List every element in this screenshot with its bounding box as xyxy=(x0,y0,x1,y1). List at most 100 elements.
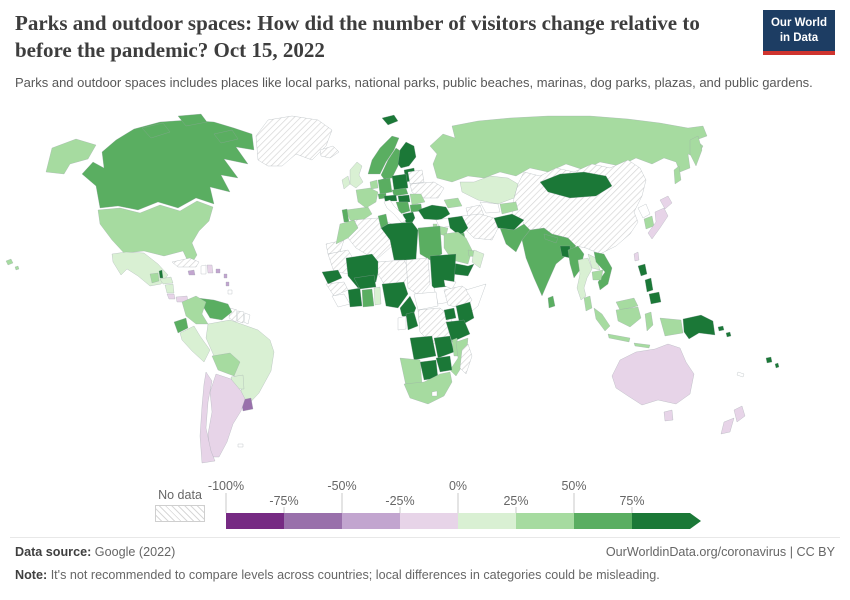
region-mongolia[interactable] xyxy=(539,171,613,199)
region-namibia[interactable] xyxy=(399,357,423,387)
region-congo[interactable] xyxy=(405,311,419,331)
region-caucasus[interactable] xyxy=(443,197,463,209)
region-alaska[interactable] xyxy=(45,138,97,175)
region-new-caledonia[interactable] xyxy=(736,371,745,378)
region-kyrgyzstan[interactable] xyxy=(499,201,519,215)
region-netherlands[interactable] xyxy=(369,179,379,190)
region-belarus[interactable] xyxy=(407,169,425,185)
region-cuba[interactable] xyxy=(171,257,200,268)
region-morocco[interactable] xyxy=(335,219,359,245)
legend-bin-50to75[interactable] xyxy=(574,513,632,529)
region-guatemala[interactable] xyxy=(149,272,160,284)
region-austria[interactable] xyxy=(383,194,398,202)
region-uganda[interactable] xyxy=(443,307,457,321)
region-new-zealand[interactable] xyxy=(720,405,746,435)
legend-no-data-swatch[interactable] xyxy=(155,505,205,522)
region-philippines[interactable] xyxy=(637,263,662,305)
region-oman[interactable] xyxy=(471,249,485,269)
region-greenland[interactable] xyxy=(255,115,333,167)
region-canada[interactable] xyxy=(81,119,255,211)
region-cote-divoire[interactable] xyxy=(347,287,363,308)
region-czechia[interactable] xyxy=(391,187,409,197)
region-argentina[interactable] xyxy=(207,373,246,458)
legend-bin--25to0[interactable] xyxy=(400,513,458,529)
region-ecuador[interactable] xyxy=(173,317,189,334)
region-senegal[interactable] xyxy=(321,269,343,285)
region-mexico[interactable] xyxy=(111,251,169,287)
region-sakhalin[interactable] xyxy=(673,165,682,185)
legend-bin--100to-75[interactable] xyxy=(226,513,284,529)
region-honduras[interactable] xyxy=(159,276,174,285)
region-guinea[interactable] xyxy=(325,281,349,297)
region-south-africa[interactable] xyxy=(403,371,453,405)
legend-bin-0to25[interactable] xyxy=(458,513,516,529)
region-japan[interactable] xyxy=(647,195,673,240)
region-taiwan[interactable] xyxy=(633,251,640,262)
region-serbia[interactable] xyxy=(395,201,411,215)
region-papua-new-guinea[interactable] xyxy=(682,314,716,340)
region-angola[interactable] xyxy=(409,335,437,361)
region-romania[interactable] xyxy=(409,193,426,206)
region-venezuela[interactable] xyxy=(197,297,233,321)
region-laos[interactable] xyxy=(587,253,601,271)
region-finland[interactable] xyxy=(397,141,417,169)
region-hawaii[interactable] xyxy=(5,258,20,271)
region-svalbard[interactable] xyxy=(381,114,399,126)
region-norway[interactable] xyxy=(367,135,400,175)
region-benin-togo[interactable] xyxy=(373,286,382,306)
region-iraq[interactable] xyxy=(447,215,469,237)
region-gabon[interactable] xyxy=(397,315,407,331)
region-lesser-antilles[interactable] xyxy=(223,273,230,287)
owid-logo[interactable]: Our World in Data xyxy=(762,10,835,55)
region-vietnam[interactable] xyxy=(593,251,613,291)
region-tanzania[interactable] xyxy=(445,319,471,343)
region-nigeria[interactable] xyxy=(381,281,409,309)
region-costa-rica[interactable] xyxy=(166,293,176,300)
region-puerto-rico[interactable] xyxy=(215,268,221,274)
legend-bin-25to50[interactable] xyxy=(516,513,574,529)
region-jamaica[interactable] xyxy=(187,269,196,276)
region-colombia[interactable] xyxy=(181,295,209,325)
region-niger[interactable] xyxy=(377,259,411,287)
region-central-african-republic[interactable] xyxy=(413,291,439,311)
region-mozambique[interactable] xyxy=(449,337,469,377)
region-zambia[interactable] xyxy=(433,335,455,359)
legend-bin-75andmore[interactable] xyxy=(632,513,701,529)
region-haiti[interactable] xyxy=(200,264,207,275)
region-france[interactable] xyxy=(355,187,379,209)
region-sri-lanka[interactable] xyxy=(547,295,556,309)
region-malaysia[interactable] xyxy=(583,295,639,312)
region-indonesia[interactable] xyxy=(593,306,684,349)
region-ireland[interactable] xyxy=(341,175,351,190)
legend-bin--75to-50[interactable] xyxy=(284,513,342,529)
region-germany[interactable] xyxy=(377,177,393,195)
region-canada-arctic-2[interactable] xyxy=(177,113,208,127)
region-sierra-leone-liberia[interactable] xyxy=(331,293,351,308)
region-zimbabwe[interactable] xyxy=(435,355,453,373)
region-burkina-faso[interactable] xyxy=(353,274,377,290)
legend-bin--50to-25[interactable] xyxy=(342,513,400,529)
region-canada-arctic-1[interactable] xyxy=(141,122,171,139)
region-madagascar[interactable] xyxy=(459,343,473,375)
region-lesotho[interactable] xyxy=(431,390,438,397)
region-peru[interactable] xyxy=(179,325,211,363)
region-solomon-islands[interactable] xyxy=(717,325,732,338)
region-chad[interactable] xyxy=(405,257,431,297)
region-trinidad[interactable] xyxy=(227,289,233,295)
region-united-kingdom[interactable] xyxy=(349,161,364,189)
region-nepal[interactable] xyxy=(543,233,559,244)
region-australia[interactable] xyxy=(611,343,695,422)
region-turkey[interactable] xyxy=(417,204,451,221)
region-falkland-islands[interactable] xyxy=(237,443,244,448)
region-italy[interactable] xyxy=(383,199,407,224)
region-bolivia[interactable] xyxy=(211,352,241,377)
region-iceland[interactable] xyxy=(319,145,340,159)
region-afghanistan[interactable] xyxy=(493,213,525,231)
region-dominican-republic[interactable] xyxy=(206,264,214,274)
region-chile[interactable] xyxy=(199,371,216,464)
region-suriname[interactable] xyxy=(236,310,245,324)
region-fiji[interactable] xyxy=(765,356,780,369)
region-ghana[interactable] xyxy=(361,288,375,308)
region-poland[interactable] xyxy=(391,173,409,191)
attribution-link[interactable]: OurWorldinData.org/coronavirus | CC BY xyxy=(605,545,835,559)
